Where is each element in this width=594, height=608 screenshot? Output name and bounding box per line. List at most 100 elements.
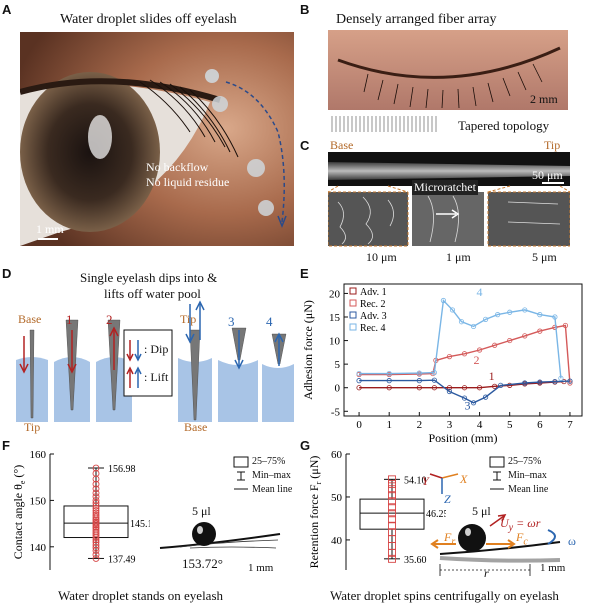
data-point <box>431 385 437 391</box>
dip-lift-diagram <box>16 300 294 422</box>
panel-d-lift-label: : Lift <box>144 370 169 384</box>
x-tick-label: 0 <box>356 419 362 431</box>
panel-label-e: E <box>300 266 309 281</box>
min-value-label: 137.49 <box>108 554 136 565</box>
data-point <box>386 385 392 391</box>
panel-c-scale-1: 10 μm <box>366 250 397 264</box>
data-point <box>92 485 100 493</box>
panel-g-axis-z: Z <box>444 492 451 506</box>
panel-f-caption: Water droplet stands on eyelash <box>58 588 224 603</box>
data-point <box>92 493 100 501</box>
data-point <box>92 509 100 517</box>
panel-a-note-backflow: No backflow <box>146 160 209 174</box>
y-tick-label: 50 <box>331 492 343 504</box>
panel-label-a: A <box>2 2 12 17</box>
data-point <box>562 322 569 329</box>
data-point <box>92 541 100 549</box>
panel-g-axis-x: X <box>460 472 468 486</box>
panel-g-volume: 5 μl <box>472 504 491 518</box>
legend-marker <box>349 311 357 319</box>
series-line <box>359 324 571 384</box>
legend-label: Rec. 2 <box>360 299 386 310</box>
data-point <box>470 323 477 330</box>
data-point <box>440 297 447 304</box>
data-point <box>552 314 558 320</box>
series-annotation: 3 <box>465 398 471 412</box>
data-point <box>552 378 558 385</box>
y-tick-label: 20 <box>329 288 341 300</box>
data-point <box>356 378 362 384</box>
panel-g-fc-sub: c <box>523 536 528 548</box>
panel-f-scale: 1 mm <box>248 562 274 574</box>
panel-label-d: D <box>2 266 12 281</box>
panel-f-angle: 153.72° <box>182 556 223 571</box>
data-point <box>388 554 396 563</box>
x-tick-label: 7 <box>567 419 573 431</box>
panel-g-ft-sub: r <box>451 536 456 548</box>
panel-d-num-4: 4 <box>266 314 273 329</box>
data-point <box>356 370 362 377</box>
data-point <box>492 383 498 389</box>
data-point <box>92 518 100 526</box>
panel-d-dip-label: : Dip <box>144 342 169 356</box>
data-point <box>446 354 453 360</box>
data-point <box>388 475 396 484</box>
data-point <box>567 378 573 384</box>
panel-g-r: r <box>484 566 489 580</box>
data-point <box>537 312 543 318</box>
data-point <box>92 513 100 521</box>
legend-label: Rec. 4 <box>360 323 386 334</box>
y-tick-label: 10 <box>329 336 341 348</box>
series-annotation: 2 <box>474 353 480 367</box>
panel-d-num-1: 1 <box>66 312 73 327</box>
y-axis-label: Retention force Fr (μN) <box>307 456 323 569</box>
legend-marker <box>349 323 357 331</box>
y-tick-label: 15 <box>329 312 341 324</box>
x-tick-label: 5 <box>507 419 513 431</box>
y-tick-label: 5 <box>335 359 341 371</box>
y-axis-label: Adhesion force (μN) <box>301 300 315 400</box>
min-value-label: 35.60 <box>404 555 427 566</box>
x-tick-label: 4 <box>477 419 483 431</box>
panel-g-legend-mean: Mean line <box>508 484 549 495</box>
data-point <box>522 380 528 386</box>
data-point <box>92 526 100 534</box>
legend-label: Adv. 3 <box>360 311 387 322</box>
data-point <box>356 385 362 391</box>
panel-d-tip-left: Tip <box>24 420 41 434</box>
series-annotation: 1 <box>489 369 495 383</box>
eyelash-photo <box>328 30 568 110</box>
y-tick-label: 0 <box>335 383 341 395</box>
data-point <box>522 307 528 313</box>
mean-value-label: 46.25 <box>426 509 446 520</box>
panel-a-scale: 1 mm <box>36 222 64 236</box>
data-point <box>92 538 100 546</box>
data-point <box>537 379 543 385</box>
panel-d-title-1: Single eyelash dips into & <box>80 270 218 285</box>
legend-marker <box>349 287 357 295</box>
y-tick-label: 150 <box>30 495 47 507</box>
data-point <box>470 400 477 406</box>
panel-g-fc: Fc <box>516 530 528 547</box>
panel-label-b: B <box>300 2 310 17</box>
panel-d-base-right: Base <box>184 420 208 434</box>
data-point <box>386 370 392 377</box>
data-point <box>476 347 483 353</box>
data-point <box>388 503 396 512</box>
data-point <box>482 394 489 400</box>
spinning-droplet-diagram <box>430 514 561 576</box>
data-point <box>558 375 564 381</box>
panel-g-omega: ω <box>568 534 576 548</box>
data-point <box>388 497 396 506</box>
series-line <box>359 379 570 404</box>
panel-g-legend-box: 25–75% <box>508 456 542 467</box>
data-point <box>482 316 489 322</box>
panel-c-tip: Tip <box>544 138 561 152</box>
droplet-on-eyelash-photo <box>150 520 282 564</box>
panel-f-legend-whisker: Min–max <box>252 470 291 481</box>
data-point <box>388 528 396 537</box>
panel-g-fc-main: F <box>516 530 524 544</box>
data-point <box>92 551 100 559</box>
axis-triad-icon <box>429 473 459 494</box>
